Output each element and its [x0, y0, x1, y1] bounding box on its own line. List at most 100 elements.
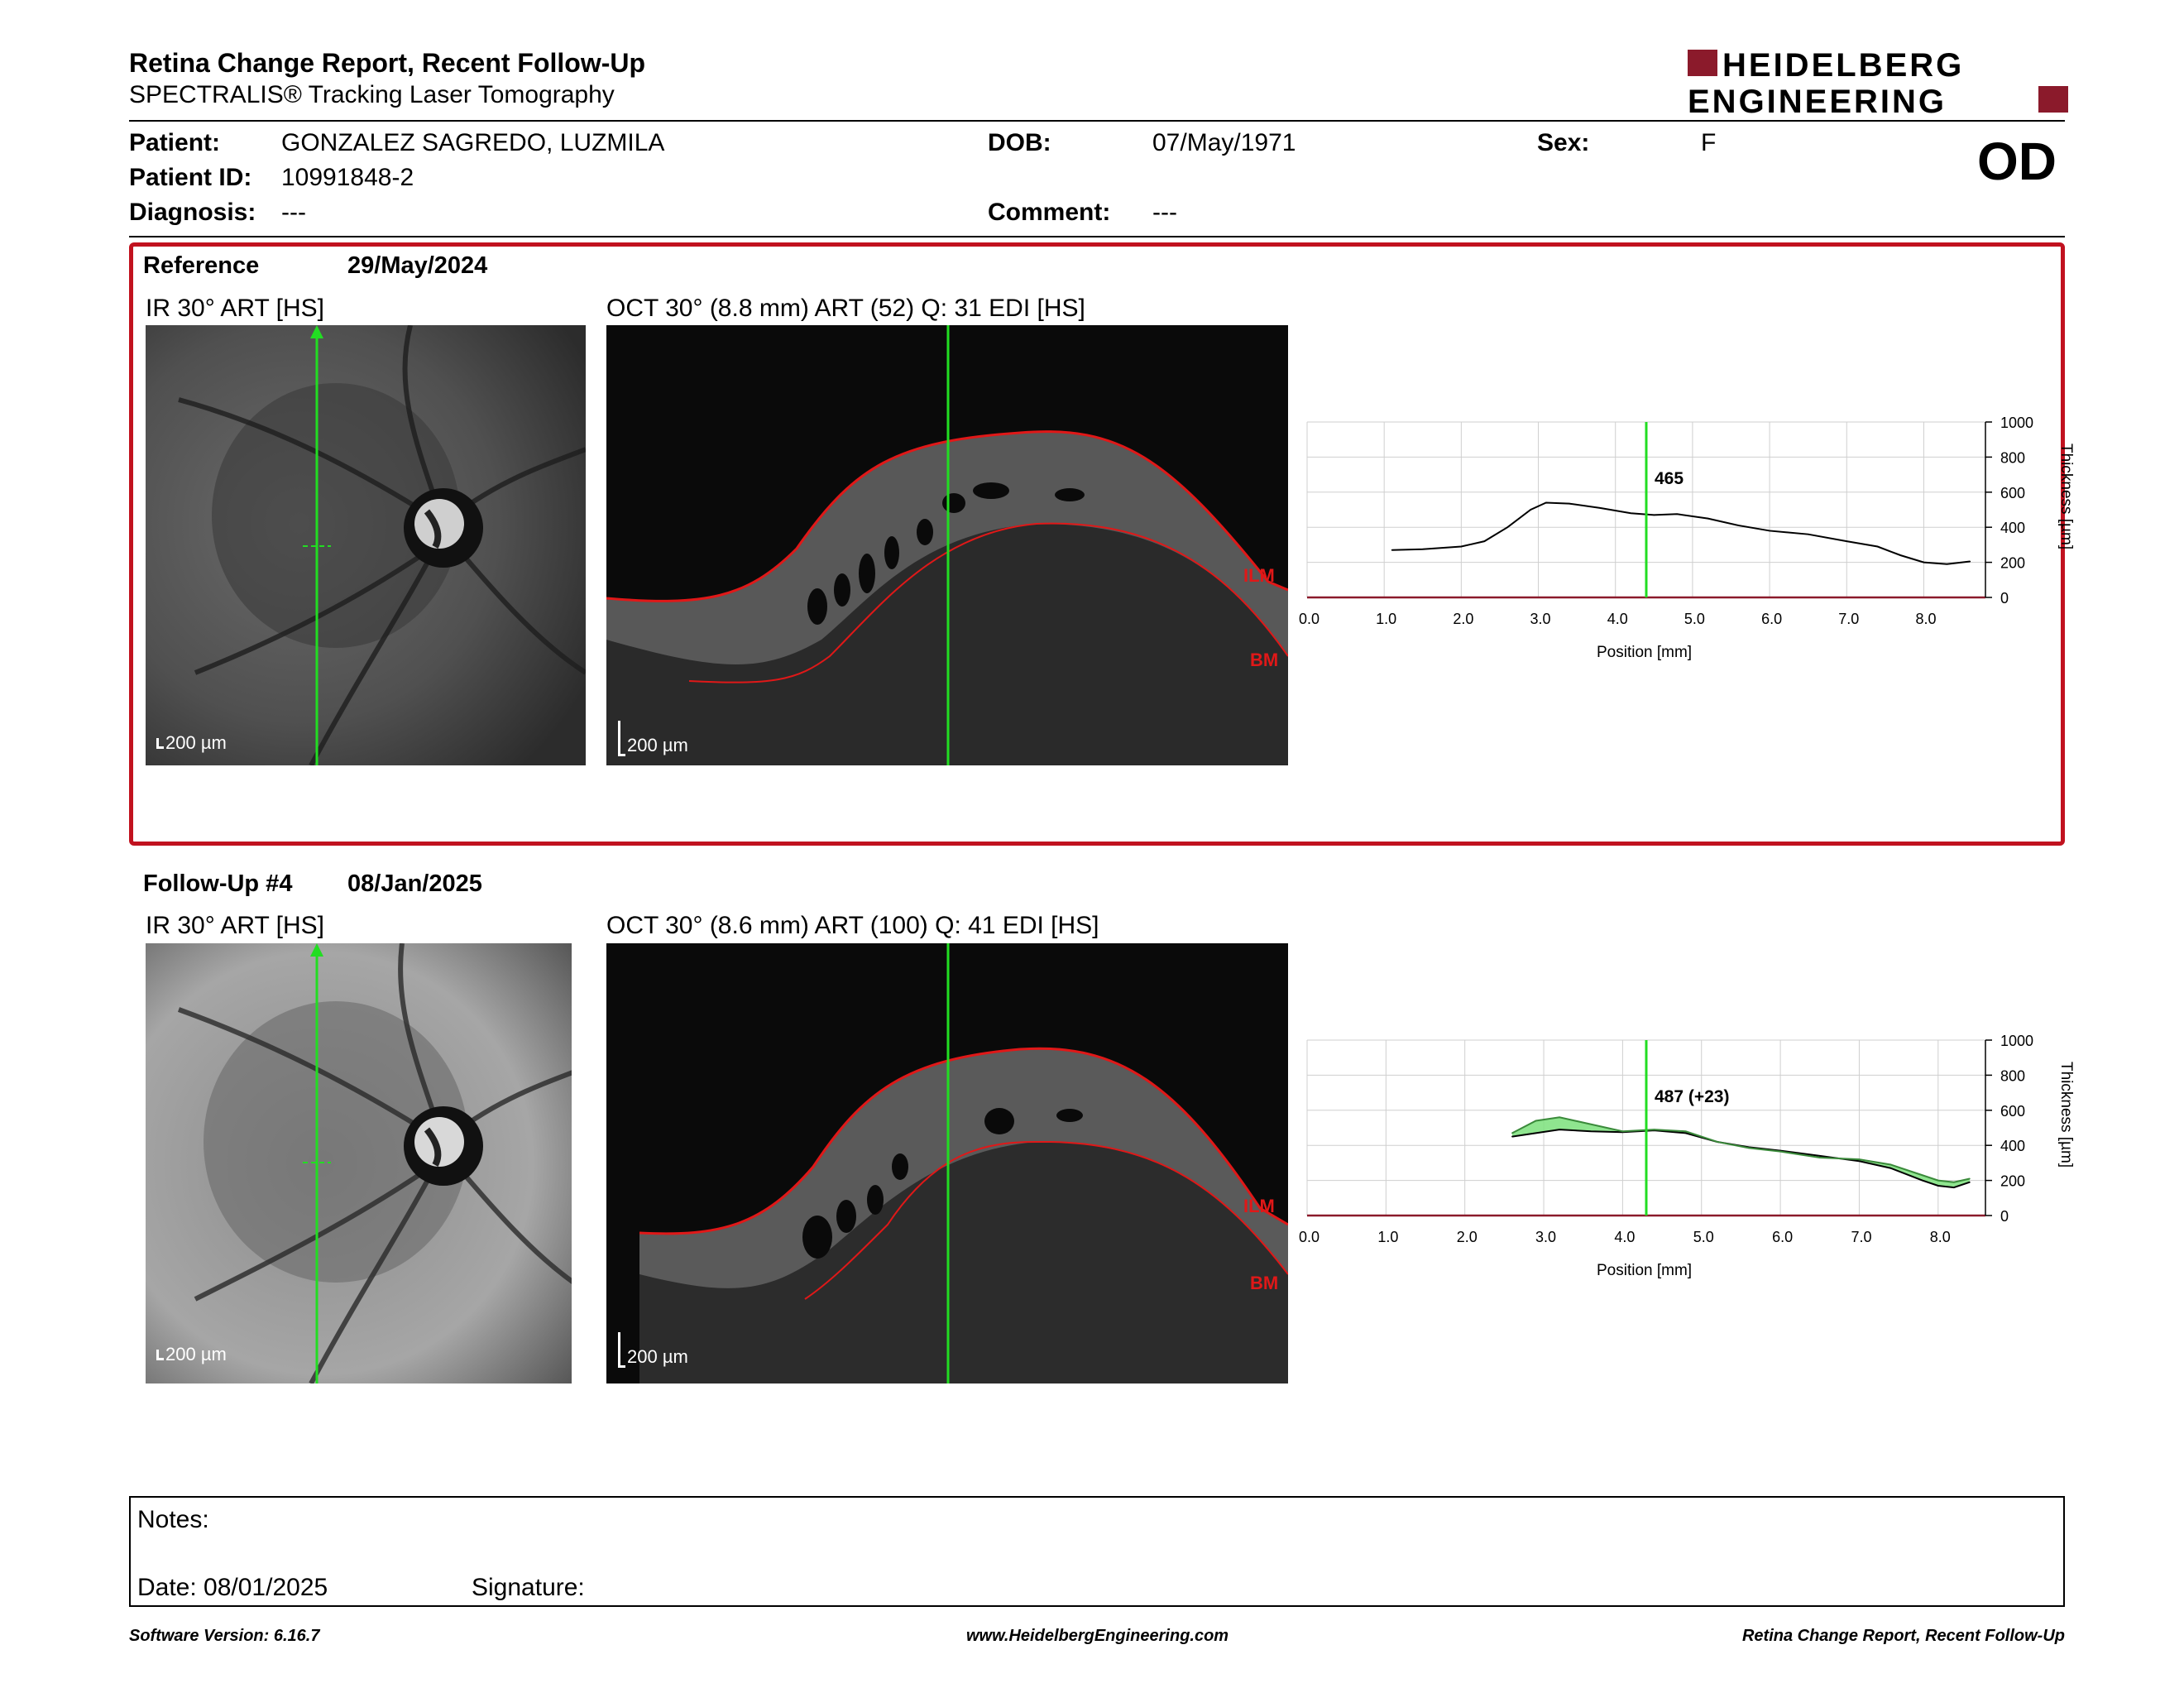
thickness-point: [1545, 501, 1547, 504]
x-tick-label: 0.0: [1299, 1229, 1320, 1245]
notes-box[interactable]: Notes: Date: 08/01/2025 Signature:: [129, 1496, 2065, 1607]
fu-thickness-chart: 0 200 400 600 800 1000 0.0 1.0 2.0 3.0 4.0 5.0 6.0 7.…: [1299, 1033, 2075, 1279]
thickness-point: [1590, 1130, 1592, 1133]
thickness-point: [1653, 514, 1655, 516]
thickness-point: [1969, 1181, 1971, 1183]
thickness-point: [1923, 561, 1925, 563]
x-tick-label: 7.0: [1851, 1229, 1871, 1245]
x-axis-label: Position [mm]: [1597, 1262, 1692, 1279]
thickness-point: [1769, 530, 1770, 532]
y-tick-label: 800: [2000, 1067, 2025, 1084]
report-subtitle: SPECTRALIS® Tracking Laser Tomography: [129, 81, 615, 108]
fu-oct-label: OCT 30° (8.6 mm) ART (100) Q: 41 EDI [HS…: [606, 912, 1099, 939]
thickness-point: [1684, 1130, 1687, 1133]
followup-label: Follow-Up #4: [143, 870, 293, 897]
x-tick-label: 3.0: [1535, 1229, 1556, 1245]
thickness-point: [1937, 1185, 1939, 1187]
x-tick-label: 1.0: [1376, 611, 1396, 627]
fu-ir-label: IR 30° ART [HS]: [146, 912, 324, 939]
y-tick-label: 600: [2000, 485, 2025, 501]
x-tick-label: 3.0: [1530, 611, 1551, 627]
eye-laterality: OD: [1977, 132, 2057, 191]
notes-date: Date: 08/01/2025: [137, 1574, 328, 1601]
thickness-point: [1684, 1132, 1687, 1134]
thickness-point: [1858, 1158, 1861, 1160]
thickness-point: [1391, 549, 1393, 551]
thickness-difference-area: [1511, 1117, 1970, 1188]
diagnosis-label: Diagnosis:: [129, 199, 256, 226]
thickness-point: [1460, 545, 1463, 548]
reference-label: Reference: [143, 252, 260, 279]
cursor-thickness-label: 465: [1655, 469, 1684, 488]
thickness-point: [1921, 1179, 1923, 1182]
fu-oct-image: ILM BM 200 µm: [606, 943, 1288, 1383]
y-axis-label: Thickness [µm]: [2057, 444, 2075, 549]
thickness-point: [1511, 1132, 1513, 1134]
thickness-point: [1569, 502, 1570, 505]
ref-fundus-image: 200 µm: [146, 325, 586, 765]
x-tick-label: 4.0: [1607, 611, 1628, 627]
thickness-point: [1876, 545, 1879, 548]
thickness-point: [1421, 548, 1424, 550]
ref-fundus-scan-line[interactable]: [146, 325, 586, 765]
thickness-point: [1807, 533, 1809, 535]
x-tick-label: 4.0: [1614, 1229, 1635, 1245]
fu-oct-scalebar: 200 µm: [618, 1332, 688, 1368]
svg-text:BM: BM: [1250, 1273, 1278, 1293]
fu-fundus-scan-line[interactable]: [146, 943, 586, 1383]
x-tick-label: 2.0: [1457, 1229, 1478, 1245]
footer-website: www.HeidelbergEngineering.com: [966, 1627, 1229, 1645]
heidelberg-logo: HEIDELBERG ENGINEERING: [1688, 47, 2068, 116]
thickness-point: [1535, 1132, 1537, 1134]
y-tick-label: 1000: [2000, 415, 2033, 431]
thickness-point: [1969, 560, 1971, 563]
report-title: Retina Change Report, Recent Follow-Up: [129, 48, 646, 78]
followup-date: 08/Jan/2025: [347, 870, 482, 897]
svg-text:BM: BM: [1250, 650, 1278, 670]
comment-label: Comment:: [988, 199, 1111, 226]
thickness-point: [1748, 1147, 1750, 1149]
thickness-point: [1530, 509, 1532, 511]
thickness-point: [1599, 507, 1601, 509]
thickness-point: [1559, 1129, 1560, 1130]
thickness-point: [1676, 513, 1679, 516]
thickness-point: [1899, 554, 1902, 556]
dob-label: DOB:: [988, 129, 1051, 156]
fu-fundus-image: 200 µm: [146, 943, 586, 1383]
thickness-series-line: [1391, 501, 1971, 565]
thickness-point: [1630, 512, 1632, 515]
ref-oct-label: OCT 30° (8.8 mm) ART (52) Q: 31 EDI [HS]: [606, 295, 1085, 322]
x-tick-label: 6.0: [1761, 611, 1782, 627]
x-tick-label: 5.0: [1693, 1229, 1714, 1245]
thickness-point: [1846, 540, 1848, 542]
ref-oct-image: ILM BM 200 µm: [606, 325, 1288, 765]
patient-id-label: Patient ID:: [129, 164, 252, 191]
thickness-point: [1559, 1116, 1560, 1119]
header-rule: [129, 120, 2065, 122]
reference-frame: [129, 242, 2065, 846]
sex-label: Sex:: [1537, 129, 1590, 156]
y-tick-label: 600: [2000, 1103, 2025, 1120]
y-tick-label: 0: [2000, 1208, 2009, 1225]
x-axis-label: Position [mm]: [1597, 644, 1692, 661]
sex-value: F: [1701, 129, 1717, 156]
y-tick-label: 200: [2000, 555, 2025, 572]
thickness-point: [1953, 1187, 1955, 1188]
svg-text:ENGINEERING: ENGINEERING: [1688, 84, 1947, 116]
thickness-point: [1921, 1174, 1923, 1177]
patient-name: GONZALEZ SAGREDO, LUZMILA: [281, 129, 665, 156]
thickness-series-line: [1511, 1129, 1971, 1189]
svg-text:HEIDELBERG: HEIDELBERG: [1722, 47, 1964, 84]
cursor-thickness-label: 487 (+23): [1655, 1087, 1729, 1106]
x-tick-label: 6.0: [1772, 1229, 1793, 1245]
thickness-point: [1535, 1120, 1537, 1122]
thickness-point: [1818, 1155, 1821, 1157]
thickness-point: [1953, 1181, 1955, 1183]
thickness-point: [1511, 1135, 1513, 1138]
y-tick-label: 400: [2000, 1138, 2025, 1154]
thickness-point: [1707, 517, 1709, 520]
notes-label: Notes:: [137, 1506, 209, 1533]
thickness-point: [1889, 1163, 1892, 1166]
fu-ir-scalebar: 200 µm: [156, 1344, 227, 1365]
ref-oct-scalebar: 200 µm: [618, 721, 688, 756]
